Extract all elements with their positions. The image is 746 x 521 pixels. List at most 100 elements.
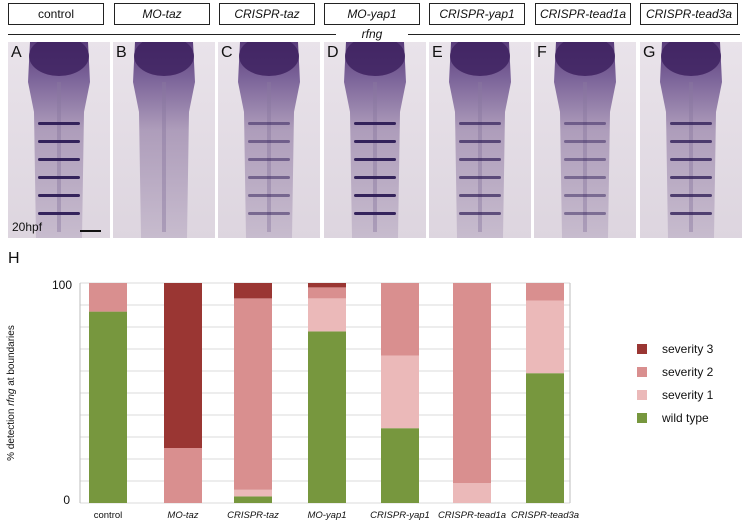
bar-segment-severity-2 (234, 298, 272, 490)
somite-stripe (564, 122, 606, 125)
embryo-head (555, 42, 615, 76)
embryo-panel-b: B (113, 42, 215, 238)
embryo-panel-d: D (324, 42, 426, 238)
bar-segment-severity-1 (234, 489, 272, 497)
legend-label: wild type (662, 411, 709, 425)
embryo-panel-c: C (218, 42, 320, 238)
embryo-midline (162, 82, 166, 232)
x-tick-label: CRISPR-yap1 (370, 510, 430, 521)
embryo-panel-e: E (429, 42, 531, 238)
y-axis-label: % detection rfng at boundaries (6, 325, 17, 461)
bar-segment-wild-type (308, 331, 346, 503)
x-tick-label: MO-yap1 (307, 510, 346, 521)
somite-stripe (459, 194, 501, 197)
embryo-midline (689, 82, 693, 232)
somite-stripe (670, 194, 712, 197)
somite-stripe (670, 212, 712, 215)
bar-segment-severity-1 (526, 300, 564, 374)
legend-item: severity 1 (637, 388, 713, 402)
bar-segment-severity-2 (453, 283, 491, 484)
somite-stripe (248, 212, 290, 215)
chart-panel-letter: H (8, 250, 20, 267)
panel-letter: D (327, 44, 339, 61)
embryo-head (29, 42, 89, 76)
bar-segment-severity-2 (381, 283, 419, 356)
bar-segment-severity-3 (308, 283, 346, 288)
bar-segment-severity-2 (526, 283, 564, 301)
somite-stripe (38, 212, 80, 215)
somite-stripe (354, 176, 396, 179)
somite-stripe (564, 212, 606, 215)
somite-stripe (670, 122, 712, 125)
somite-stripe (248, 194, 290, 197)
panel-letter: B (116, 44, 127, 61)
panel-letter: F (537, 44, 547, 61)
somite-stripe (354, 140, 396, 143)
somite-stripe (564, 194, 606, 197)
panel-letter: G (643, 44, 656, 61)
somite-stripe (564, 176, 606, 179)
somite-stripe (670, 158, 712, 161)
embryo-midline (478, 82, 482, 232)
embryo-image (238, 42, 300, 238)
embryo-midline (583, 82, 587, 232)
somite-stripe (38, 158, 80, 161)
legend-swatch (637, 390, 647, 400)
bar-segment-severity-1 (308, 298, 346, 332)
embryo-image (28, 42, 90, 238)
somite-stripe (459, 158, 501, 161)
y-tick-label: 100 (52, 278, 72, 292)
embryo-midline (373, 82, 377, 232)
somite-stripe (248, 158, 290, 161)
condition-label-mo-yap1: MO-yap1 (324, 3, 420, 25)
legend-label: severity 3 (662, 342, 714, 356)
embryo-panel-f: F (534, 42, 636, 238)
x-tick-label: CRISPR-tead3a (511, 510, 579, 521)
somite-stripe (459, 140, 501, 143)
stage-label: 20hpf (12, 220, 43, 234)
somite-stripe (248, 122, 290, 125)
condition-label-mo-taz: MO-taz (114, 3, 210, 25)
bar-segment-wild-type (526, 373, 564, 503)
embryo-body (238, 42, 300, 238)
legend-label: severity 1 (662, 388, 714, 402)
bar-segment-severity-3 (234, 283, 272, 299)
bar-segment-severity-3 (164, 283, 202, 448)
condition-label-crispr-yap1: CRISPR-yap1 (429, 3, 525, 25)
y-tick-label: 0 (63, 493, 70, 507)
legend-swatch (637, 367, 647, 377)
panel-letter: C (221, 44, 233, 61)
somite-stripe (670, 140, 712, 143)
embryo-image (449, 42, 511, 238)
somite-stripe (354, 122, 396, 125)
x-tick-label: MO-taz (167, 510, 198, 521)
x-tick-label: CRISPR-taz (227, 510, 279, 521)
legend-item: severity 3 (637, 342, 713, 356)
bar-segment-severity-2 (89, 283, 127, 312)
embryo-head (450, 42, 510, 76)
legend-item: severity 2 (637, 365, 713, 379)
bar-segment-severity-2 (308, 287, 346, 299)
bar-segment-wild-type (234, 496, 272, 503)
condition-label-crispr-tead3a: CRISPR-tead3a (640, 3, 738, 25)
somite-stripe (459, 212, 501, 215)
condition-label-crispr-tead1a: CRISPR-tead1a (535, 3, 631, 25)
somite-stripe (248, 140, 290, 143)
somite-stripe (564, 158, 606, 161)
embryo-head (239, 42, 299, 76)
legend-item: wild type (637, 411, 709, 425)
embryo-head (134, 42, 194, 76)
bar-segment-severity-1 (381, 355, 419, 429)
scale-bar (80, 230, 101, 232)
bar-segment-severity-1 (453, 483, 491, 503)
legend-label: severity 2 (662, 365, 714, 379)
somite-stripe (670, 176, 712, 179)
legend-swatch (637, 413, 647, 423)
panel-letter: A (11, 44, 22, 61)
embryo-body (133, 42, 195, 238)
embryo-head (661, 42, 721, 76)
somite-stripe (38, 176, 80, 179)
condition-label-control: control (8, 3, 104, 25)
embryo-image (554, 42, 616, 238)
somite-stripe (38, 122, 80, 125)
